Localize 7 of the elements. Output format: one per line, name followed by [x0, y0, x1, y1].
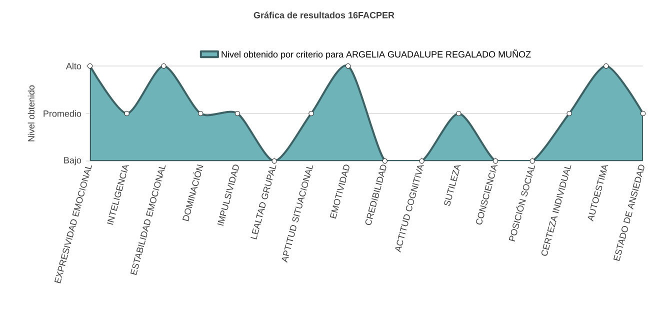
- ref-line-label: Promedio: [44, 110, 82, 117]
- ref-line-label: Alto: [66, 62, 82, 70]
- ref-line-label: Bajo: [64, 156, 82, 166]
- y-axis-title: Nivel obtenido: [28, 85, 34, 142]
- x-tick-label: LEALTAD GRUPAL: [250, 165, 276, 240]
- chart-title: Gráfica de resultados 16FACPER: [254, 12, 394, 18]
- legend-label: Nivel obtenido por criterio para ARGELIA GUADALUPE REGALADO MUÑOZ: [222, 50, 531, 60]
